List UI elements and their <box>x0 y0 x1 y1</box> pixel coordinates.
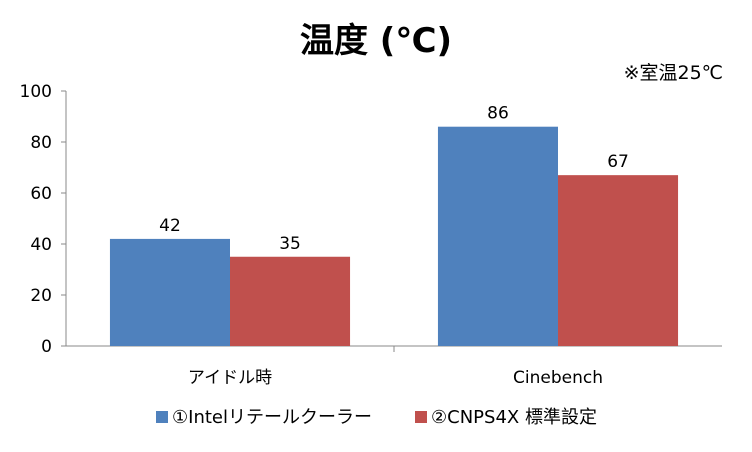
chart-title: 温度 (℃) <box>300 21 452 61</box>
x-category-label: Cinebench <box>513 368 603 388</box>
bar <box>558 175 679 346</box>
room-temperature-note: ※室温25℃ <box>624 62 723 84</box>
axes: 0 20 40 60 80 100 アイドル時 Cinebench <box>20 82 722 388</box>
legend-swatch <box>415 411 427 423</box>
y-tick-label: 20 <box>30 286 52 306</box>
legend-swatch <box>156 411 168 423</box>
legend: ①Intelリテールクーラー ②CNPS4X 標準設定 <box>156 407 597 428</box>
y-tick-label: 100 <box>20 82 52 102</box>
legend-label: ①Intelリテールクーラー <box>172 407 372 428</box>
bar <box>109 238 230 346</box>
y-tick-label: 0 <box>41 337 52 357</box>
x-category-label: アイドル時 <box>188 368 272 388</box>
bar-value-label: 86 <box>487 104 509 124</box>
bar-value-label: 67 <box>607 152 629 172</box>
y-tick-label: 80 <box>30 133 52 153</box>
legend-label: ②CNPS4X 標準設定 <box>431 407 597 428</box>
bar <box>437 126 558 346</box>
y-tick-label: 40 <box>30 235 52 255</box>
y-tick-label: 60 <box>30 184 52 204</box>
bars: 42 35 86 67 <box>109 104 679 346</box>
bar-value-label: 35 <box>279 234 301 254</box>
bar-value-label: 42 <box>159 216 181 236</box>
bar <box>230 256 351 346</box>
